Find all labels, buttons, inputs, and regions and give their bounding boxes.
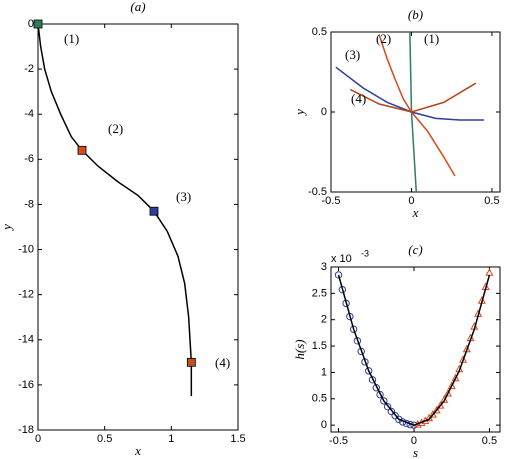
y-tick-label: -14 xyxy=(18,334,34,346)
marker xyxy=(365,367,373,375)
x-tick-label: 0.5 xyxy=(482,435,497,447)
y-tick-label: 2.5 xyxy=(312,287,327,299)
marker xyxy=(349,325,358,333)
y-tick-label: 0 xyxy=(321,106,327,118)
series-line xyxy=(378,34,456,177)
y-tick-label: 0.5 xyxy=(312,26,327,38)
marker xyxy=(334,271,343,279)
marker xyxy=(410,421,418,429)
marker xyxy=(387,407,396,416)
annotation: (4) xyxy=(351,91,366,106)
annotation: (1) xyxy=(64,31,79,46)
y-tick-label: -4 xyxy=(24,108,34,120)
y-tick-label: -10 xyxy=(18,243,34,255)
marker xyxy=(428,410,437,418)
plot-area xyxy=(330,266,501,433)
y-tick-label: 1 xyxy=(321,366,327,378)
annotation: (4) xyxy=(215,355,230,370)
y-tick-label: -6 xyxy=(24,153,34,165)
y-tick-label: 2 xyxy=(321,314,327,326)
annotation: (3) xyxy=(345,47,360,62)
marker xyxy=(451,373,460,382)
chart-title: (b) xyxy=(408,7,423,22)
x-tick-label: 0.5 xyxy=(484,195,499,207)
marker xyxy=(149,206,159,216)
x-axis-label: x xyxy=(134,443,141,458)
x-axis-label: s xyxy=(413,445,418,459)
x-tick-label: 0 xyxy=(35,433,41,445)
marker xyxy=(391,411,399,420)
marker xyxy=(368,376,377,384)
x-tick-label: 0 xyxy=(408,195,414,207)
marker xyxy=(380,397,388,405)
x-tick-label: 0.5 xyxy=(97,433,112,445)
y-axis-label: y xyxy=(292,109,307,117)
marker xyxy=(443,388,452,397)
marker xyxy=(77,145,87,155)
y-tick-label: 0 xyxy=(28,18,34,30)
x-tick-label: 0 xyxy=(411,435,417,447)
marker xyxy=(383,402,392,411)
series-line xyxy=(337,274,491,426)
marker xyxy=(436,401,445,409)
y-scale-exponent: -3 xyxy=(361,248,369,258)
y-tick-label: -2 xyxy=(24,63,34,75)
y-tick-label: 1.5 xyxy=(312,340,327,352)
y-tick-label: -8 xyxy=(24,198,34,210)
marker xyxy=(447,381,456,390)
y-tick-label: 0 xyxy=(321,419,327,431)
marker xyxy=(395,415,403,424)
y-tick-label: -0.5 xyxy=(308,186,327,198)
y-axis-label: h(s) xyxy=(292,339,307,359)
series-line xyxy=(37,23,193,397)
annotation: (2) xyxy=(108,121,123,136)
plot-area xyxy=(37,23,239,431)
marker xyxy=(33,19,43,29)
x-tick-label: 1 xyxy=(168,433,174,445)
chart-title: (c) xyxy=(408,242,422,257)
x-tick-label: -0.5 xyxy=(329,435,348,447)
y-axis-label: y xyxy=(0,224,14,232)
y-tick-label: -16 xyxy=(18,379,34,391)
annotation: (2) xyxy=(376,31,391,46)
annotation: (3) xyxy=(176,189,191,204)
y-tick-label: 0.5 xyxy=(312,393,327,405)
y-tick-label: 3 xyxy=(321,261,327,273)
y-tick-label: -12 xyxy=(18,289,34,301)
chart-title: (a) xyxy=(130,0,145,14)
series-line xyxy=(349,82,477,113)
annotation: (1) xyxy=(424,31,439,46)
y-tick-label: -18 xyxy=(18,424,34,436)
plot-area xyxy=(330,31,501,193)
marker xyxy=(376,390,384,399)
x-axis-label: x xyxy=(412,205,419,220)
x-tick-label: 1.5 xyxy=(230,433,245,445)
marker xyxy=(186,357,196,367)
marker xyxy=(432,405,441,414)
x-tick-label: -0.5 xyxy=(322,195,341,207)
y-scale-label: x 10 xyxy=(331,253,352,265)
